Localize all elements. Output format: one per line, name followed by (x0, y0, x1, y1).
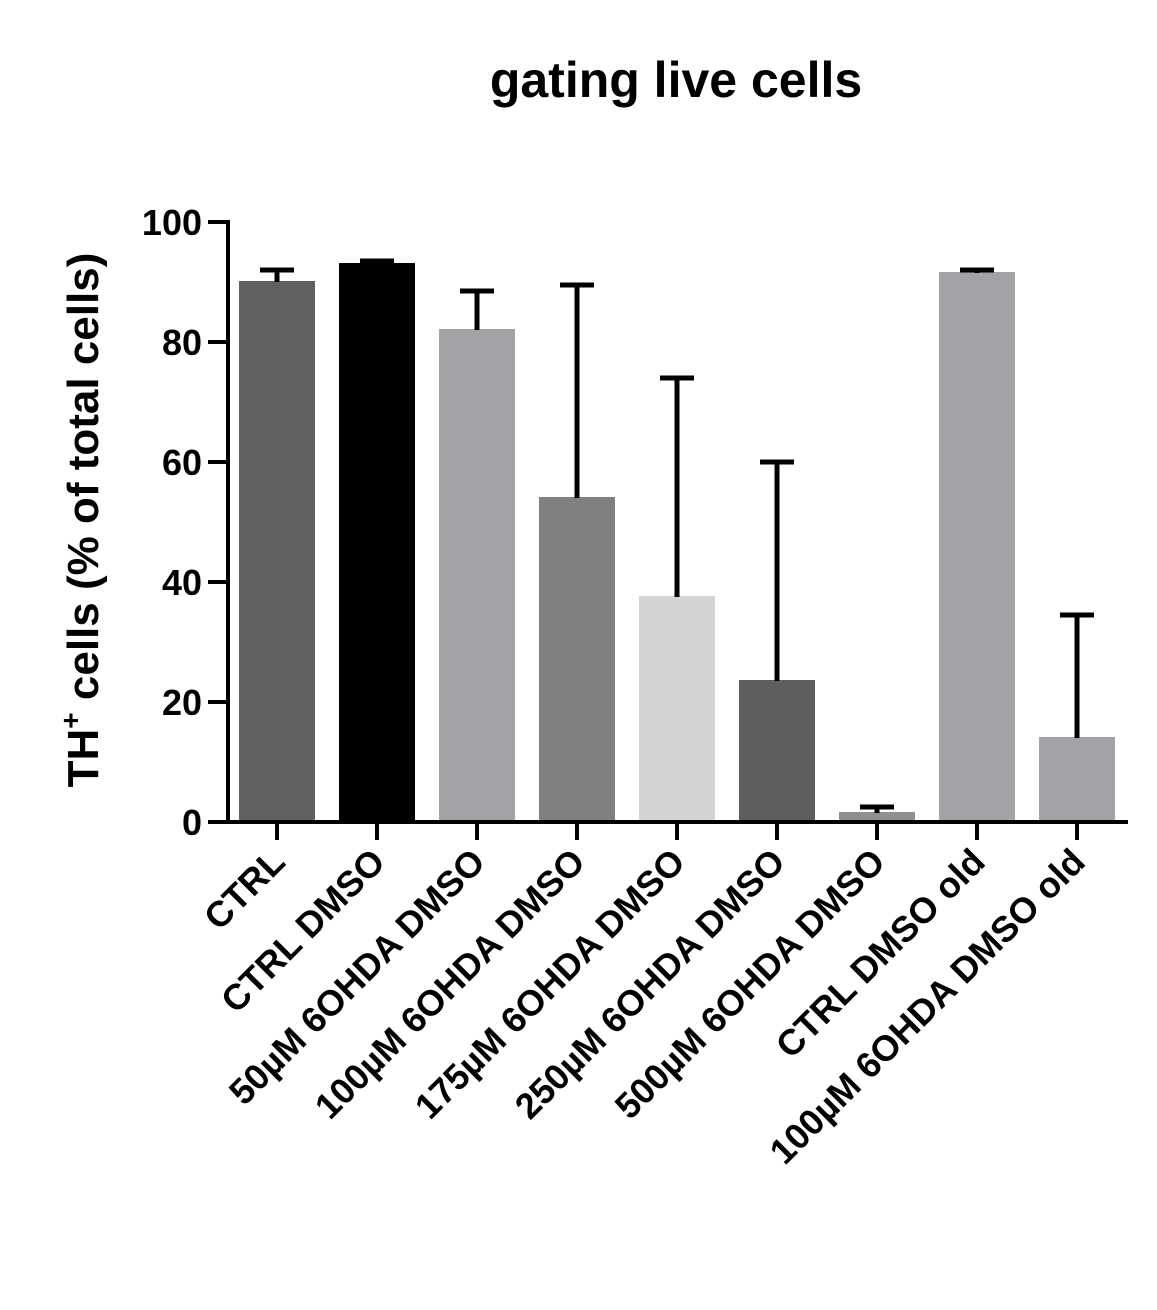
y-tick-label: 0 (182, 802, 202, 843)
bar (739, 680, 815, 823)
bar (539, 497, 615, 823)
bar (339, 263, 415, 823)
y-ticks: 0 20 40 60 80 100 (142, 202, 228, 843)
y-tick-label: 40 (162, 562, 202, 603)
y-axis-label-suffix: cells (% of total cells) (59, 253, 108, 713)
y-axis-label: TH+ cells (% of total cells) (55, 253, 108, 788)
bar (439, 329, 515, 823)
y-axis-label-superscript: + (55, 712, 86, 728)
error-bars (260, 258, 1094, 813)
y-tick-label: 100 (142, 202, 202, 243)
bar (639, 596, 715, 823)
chart-title: gating live cells (490, 52, 862, 108)
x-category-label: CTRL (196, 841, 293, 938)
bar (1039, 737, 1115, 823)
y-tick-label: 60 (162, 442, 202, 483)
y-tick-label: 80 (162, 322, 202, 363)
y-axis-label-prefix: TH (59, 729, 108, 788)
y-tick-label: 20 (162, 682, 202, 723)
bar (939, 272, 1015, 823)
bar (239, 281, 315, 823)
